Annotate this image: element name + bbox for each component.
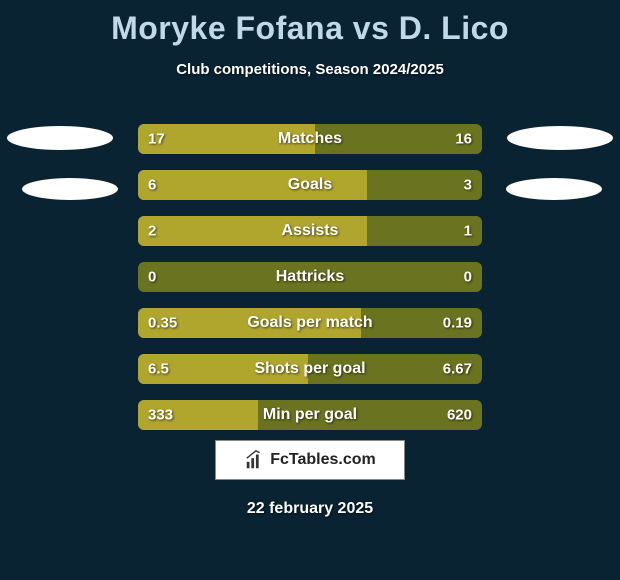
stat-row: 0.35Goals per match0.19	[138, 308, 482, 338]
fctables-logo: FcTables.com	[215, 440, 405, 480]
stat-value-right: 16	[455, 131, 472, 148]
decor-ellipse	[7, 126, 113, 150]
stat-label: Hattricks	[138, 268, 482, 286]
stat-label: Goals	[138, 176, 482, 194]
stat-row: 6.5Shots per goal6.67	[138, 354, 482, 384]
stat-row: 333Min per goal620	[138, 400, 482, 430]
stat-value-right: 6.67	[443, 361, 472, 378]
stat-label: Goals per match	[138, 314, 482, 332]
stat-label: Matches	[138, 130, 482, 148]
stat-label: Shots per goal	[138, 360, 482, 378]
chart-icon	[244, 449, 266, 471]
decor-ellipse	[22, 178, 118, 200]
stat-label: Assists	[138, 222, 482, 240]
stat-row: 2Assists1	[138, 216, 482, 246]
page-subtitle: Club competitions, Season 2024/2025	[0, 61, 620, 78]
stat-label: Min per goal	[138, 406, 482, 424]
stat-value-right: 1	[464, 223, 472, 240]
stat-value-right: 620	[447, 407, 472, 424]
date-text: 22 february 2025	[0, 500, 620, 518]
stat-bars: 17Matches16 6Goals3 2Assists1 0Hattricks0 0.…	[138, 124, 482, 446]
decor-ellipse	[507, 126, 613, 150]
page-title: Moryke Fofana vs D. Lico	[0, 0, 620, 47]
stat-row: 6Goals3	[138, 170, 482, 200]
stat-row: 17Matches16	[138, 124, 482, 154]
stat-value-right: 3	[464, 177, 472, 194]
stat-value-right: 0	[464, 269, 472, 286]
logo-text: FcTables.com	[270, 451, 376, 469]
decor-ellipse	[506, 178, 602, 200]
stat-row: 0Hattricks0	[138, 262, 482, 292]
stat-value-right: 0.19	[443, 315, 472, 332]
